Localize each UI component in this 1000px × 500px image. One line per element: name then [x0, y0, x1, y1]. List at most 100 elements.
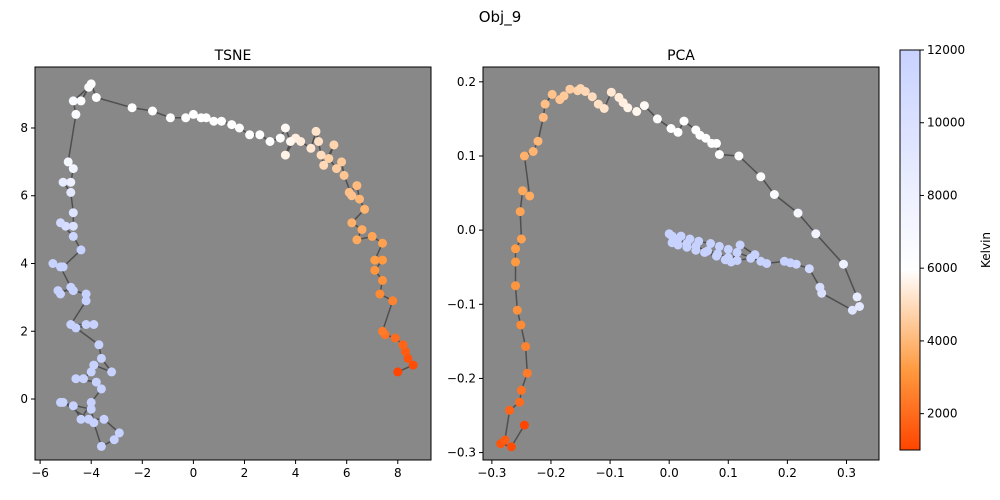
tsne-point — [76, 414, 86, 424]
tsne-point — [286, 137, 295, 146]
pca-axes-frame — [482, 66, 880, 461]
tsne-point — [378, 255, 387, 265]
tsne-point — [316, 150, 326, 160]
pca-point — [516, 234, 526, 244]
tsne-point — [265, 137, 275, 146]
tsne-y-tick-label: 2 — [20, 324, 28, 338]
pca-point — [723, 253, 733, 263]
tsne-x-tick-label: 0 — [190, 466, 198, 480]
tsne-point — [109, 435, 119, 445]
tsne-point — [280, 123, 290, 133]
pca-point — [540, 99, 550, 109]
tsne-point — [275, 133, 285, 143]
pca-x-tick-label: 0.3 — [837, 466, 856, 480]
tsne-x-tick-label: 6 — [343, 466, 351, 480]
colorbar-tick-label: 4000 — [927, 334, 958, 348]
colorbar-tick-label: 10000 — [927, 116, 965, 130]
tsne-point — [56, 397, 65, 407]
tsne-point — [347, 218, 357, 228]
tsne-point — [245, 130, 255, 140]
tsne-y-tick-label: 8 — [20, 121, 28, 135]
pca-point — [639, 101, 649, 111]
tsne-point — [68, 96, 78, 106]
colorbar: 2000 4000 6000 8000 10000 12000 Kelvin — [899, 43, 993, 451]
tsne-y-tick-label: 0 — [20, 392, 28, 406]
pca-point — [580, 87, 590, 96]
pca-point — [714, 150, 724, 159]
tsne-point — [378, 326, 387, 336]
tsne-point — [71, 109, 81, 119]
pca-point — [522, 368, 532, 378]
tsne-point — [388, 296, 398, 306]
tsne-point — [84, 82, 94, 92]
tsne-point — [94, 340, 104, 350]
tsne-point — [209, 116, 219, 126]
pca-point — [599, 104, 609, 113]
tsne-point — [401, 347, 410, 357]
tsne-point — [329, 140, 339, 150]
tsne-point — [81, 289, 91, 299]
pca-point — [516, 385, 526, 395]
pca-point — [506, 442, 516, 452]
tsne-point — [352, 181, 362, 191]
pca-point — [547, 89, 557, 99]
pca-point — [815, 282, 825, 292]
pca-point — [512, 305, 522, 315]
tsne-point — [107, 367, 117, 377]
tsne-point — [375, 289, 385, 299]
tsne-point — [234, 123, 244, 133]
tsne-point — [81, 320, 91, 329]
pca-point — [701, 133, 711, 143]
tsne-point — [217, 116, 226, 126]
pca-points — [496, 84, 864, 452]
colorbar-tick-label: 6000 — [927, 261, 958, 275]
pca-point — [632, 107, 642, 116]
pca-point — [667, 231, 677, 241]
pca-y-tick-label: −0.2 — [447, 371, 476, 385]
pca-point — [519, 151, 529, 161]
tsne-point — [370, 265, 380, 275]
pca-x-axis: −0.3 −0.2 −0.1 0.0 0.1 0.2 0.3 — [477, 460, 856, 480]
tsne-point — [91, 377, 101, 387]
tsne-point — [148, 106, 157, 116]
tsne-point — [86, 367, 96, 377]
tsne-point — [306, 143, 316, 153]
pca-y-tick-label: 0.2 — [457, 75, 476, 89]
pca-x-tick-label: −0.1 — [596, 466, 625, 480]
tsne-point — [393, 367, 403, 377]
tsne-point — [96, 441, 106, 451]
pca-point — [732, 256, 742, 265]
tsne-point — [196, 113, 206, 123]
tsne-point — [188, 109, 198, 119]
tsne-point — [324, 154, 334, 163]
pca-point — [769, 190, 779, 199]
pca-point — [756, 256, 766, 266]
tsne-point — [86, 397, 96, 407]
tsne-point — [76, 96, 86, 106]
colorbar-tick-label: 2000 — [927, 407, 958, 421]
pca-point — [723, 244, 733, 254]
tsne-point — [68, 401, 78, 411]
pca-point — [511, 281, 520, 291]
tsne-point — [68, 164, 78, 174]
pca-point — [691, 241, 701, 251]
tsne-point — [319, 160, 329, 170]
tsne-point — [347, 191, 357, 201]
tsne-point — [63, 157, 73, 167]
tsne-point — [81, 296, 91, 306]
pca-point — [515, 207, 525, 217]
pca-point — [855, 302, 864, 311]
tsne-x-axis: −6 −4 −2 0 2 4 6 8 — [31, 460, 402, 480]
pca-point — [533, 136, 543, 146]
pca-x-tick-label: 0.1 — [719, 466, 738, 480]
colorbar-gradient — [899, 49, 921, 451]
pca-point — [703, 246, 713, 256]
tsne-point — [89, 320, 99, 329]
pca-point — [525, 191, 535, 201]
pca-point — [682, 239, 692, 248]
tsne-point — [390, 333, 400, 343]
tsne-point — [66, 177, 76, 187]
pca-y-tick-label: −0.3 — [447, 446, 476, 460]
pca-point — [505, 405, 515, 415]
